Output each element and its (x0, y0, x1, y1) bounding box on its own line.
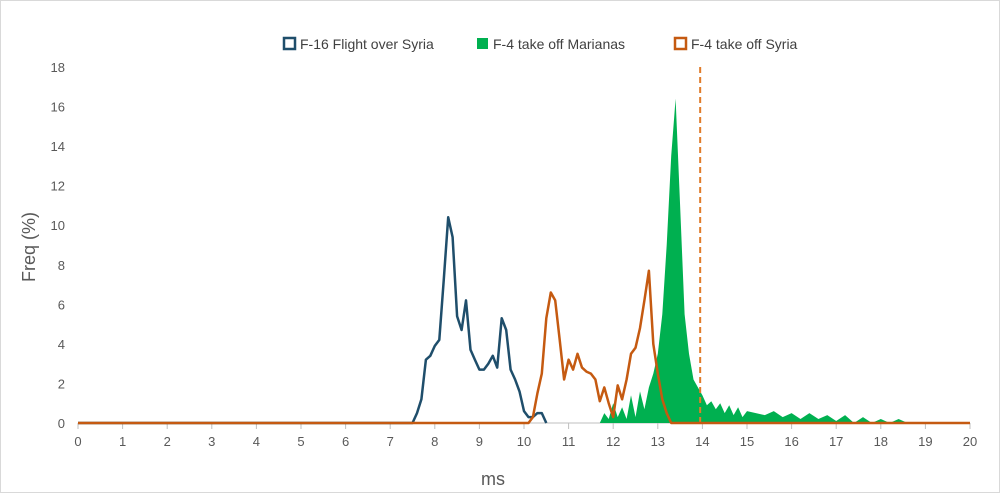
y-tick-label: 18 (51, 60, 65, 75)
y-tick-label: 6 (58, 297, 65, 312)
y-axis-title: Freq (%) (19, 212, 39, 282)
x-tick-label: 12 (606, 434, 620, 449)
x-tick-label: 9 (476, 434, 483, 449)
plot-area (78, 64, 970, 425)
series-line-2 (78, 269, 970, 425)
y-axis-ticks: 0 2 4 6 8 10 12 14 16 18 (51, 60, 65, 431)
x-tick-label: 11 (562, 434, 576, 449)
legend-swatch-f16 (282, 36, 297, 51)
y-tick-label: 2 (58, 376, 65, 391)
y-tick-label: 8 (58, 258, 65, 273)
x-tick-label: 17 (829, 434, 843, 449)
x-tick-label: 15 (740, 434, 754, 449)
y-tick-label: 10 (51, 218, 65, 233)
x-tick-label: 3 (208, 434, 215, 449)
y-tick-label: 4 (58, 337, 65, 352)
legend-swatch-f4-syria (673, 36, 688, 51)
legend-label-f4-marianas: F-4 take off Marianas (493, 36, 625, 52)
legend-label-f4-syria: F-4 take off Syria (691, 36, 798, 52)
x-tick-label: 1 (119, 434, 126, 449)
y-tick-label: 14 (51, 139, 65, 154)
x-tick-label: 10 (517, 434, 531, 449)
series-area-1 (599, 98, 917, 423)
x-tick-label: 8 (431, 434, 438, 449)
x-tick-label: 2 (164, 434, 171, 449)
legend-swatch-f4-marianas (477, 38, 488, 49)
x-tick-label: 4 (253, 434, 260, 449)
x-tick-label: 5 (297, 434, 304, 449)
x-tick-label: 16 (784, 434, 798, 449)
x-tick-label: 20 (963, 434, 977, 449)
x-axis-title: ms (481, 469, 505, 489)
y-tick-label: 16 (51, 100, 65, 115)
x-tick-label: 13 (651, 434, 665, 449)
x-axis-ticks: 0 1 2 3 4 5 6 7 8 9 10 11 12 13 14 15 16 17 18 19 20 (74, 423, 977, 449)
x-tick-label: 19 (918, 434, 932, 449)
y-tick-label: 12 (51, 179, 65, 194)
series-line-0 (78, 216, 548, 425)
x-tick-label: 6 (342, 434, 349, 449)
x-tick-label: 7 (387, 434, 394, 449)
x-tick-label: 0 (74, 434, 81, 449)
y-tick-label: 0 (58, 416, 65, 431)
legend: F-16 Flight over Syria F-4 take off Mari… (282, 36, 798, 52)
x-tick-label: 14 (695, 434, 709, 449)
x-tick-label: 18 (874, 434, 888, 449)
legend-label-f16: F-16 Flight over Syria (300, 36, 434, 52)
